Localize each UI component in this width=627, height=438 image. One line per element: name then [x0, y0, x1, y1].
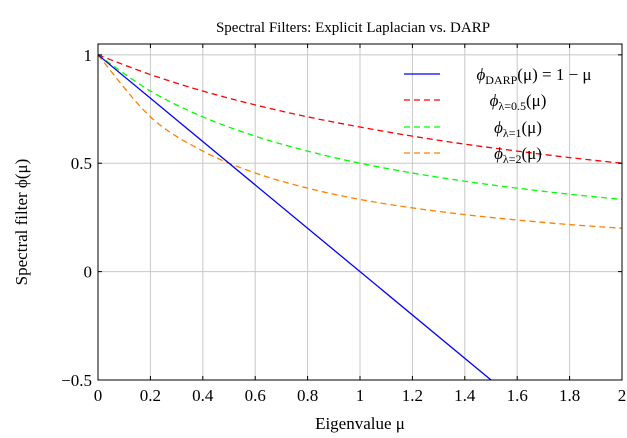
legend-label-sub-3: λ=2: [503, 152, 522, 166]
legend-label-main-2: ϕ: [494, 118, 503, 137]
x-tick-label-4: 0.8: [297, 386, 318, 405]
series-line-0: [98, 54, 492, 380]
series-line-3: [98, 54, 622, 229]
y-tick-label-1: 0: [84, 263, 93, 282]
y-axis-label: Spectral filter ϕ(μ): [12, 159, 31, 286]
legend-label-0: ϕDARP(μ) = 1 − μ: [476, 65, 591, 87]
x-tick-label-5: 1: [356, 386, 365, 405]
chart-title: Spectral Filters: Explicit Laplacian vs.…: [216, 20, 490, 36]
legend-label-rest-2: (μ): [521, 118, 541, 137]
x-axis-ticks: 0 0.2 0.4 0.6 0.8 1 1.2 1.4 1.6 1.8 2: [94, 44, 627, 405]
legend: ϕDARP(μ) = 1 − μϕλ=0.5(μ)ϕλ=1(μ)ϕλ=2(μ): [404, 65, 592, 166]
x-tick-label-0: 0: [94, 386, 103, 405]
legend-label-3: ϕλ=2(μ): [494, 144, 542, 166]
x-tick-label-2: 0.4: [192, 386, 214, 405]
y-tick-label-3: 1: [84, 46, 93, 65]
x-tick-label-3: 0.6: [245, 386, 266, 405]
legend-label-main-3: ϕ: [494, 144, 503, 163]
legend-label-sub-1: λ=0.5: [498, 99, 526, 113]
x-tick-label-1: 0.2: [140, 386, 161, 405]
legend-label-1: ϕλ=0.5(μ): [490, 91, 547, 113]
legend-label-rest-3: (μ): [521, 144, 541, 163]
series-line-2: [98, 54, 622, 201]
y-tick-label-2: 0.5: [71, 154, 92, 173]
x-axis-label: Eigenvalue μ: [315, 414, 405, 433]
legend-label-main-1: ϕ: [490, 91, 499, 110]
x-tick-label-9: 1.8: [559, 386, 580, 405]
y-tick-label-0: −0.5: [61, 371, 92, 390]
x-tick-label-7: 1.4: [454, 386, 476, 405]
x-tick-label-10: 2: [618, 386, 627, 405]
legend-label-2: ϕλ=1(μ): [494, 118, 542, 140]
series-layer: [98, 54, 622, 380]
legend-label-main-0: ϕ: [476, 65, 485, 84]
legend-label-sub-0: DARP: [485, 73, 517, 87]
x-tick-label-8: 1.6: [507, 386, 528, 405]
legend-label-rest-0: (μ) = 1 − μ: [517, 65, 591, 84]
series-line-1: [98, 54, 622, 164]
legend-label-sub-2: λ=1: [503, 126, 522, 140]
y-axis-ticks: −0.5 0 0.5 1: [61, 46, 622, 390]
legend-label-rest-1: (μ): [526, 91, 546, 110]
x-tick-label-6: 1.2: [402, 386, 423, 405]
